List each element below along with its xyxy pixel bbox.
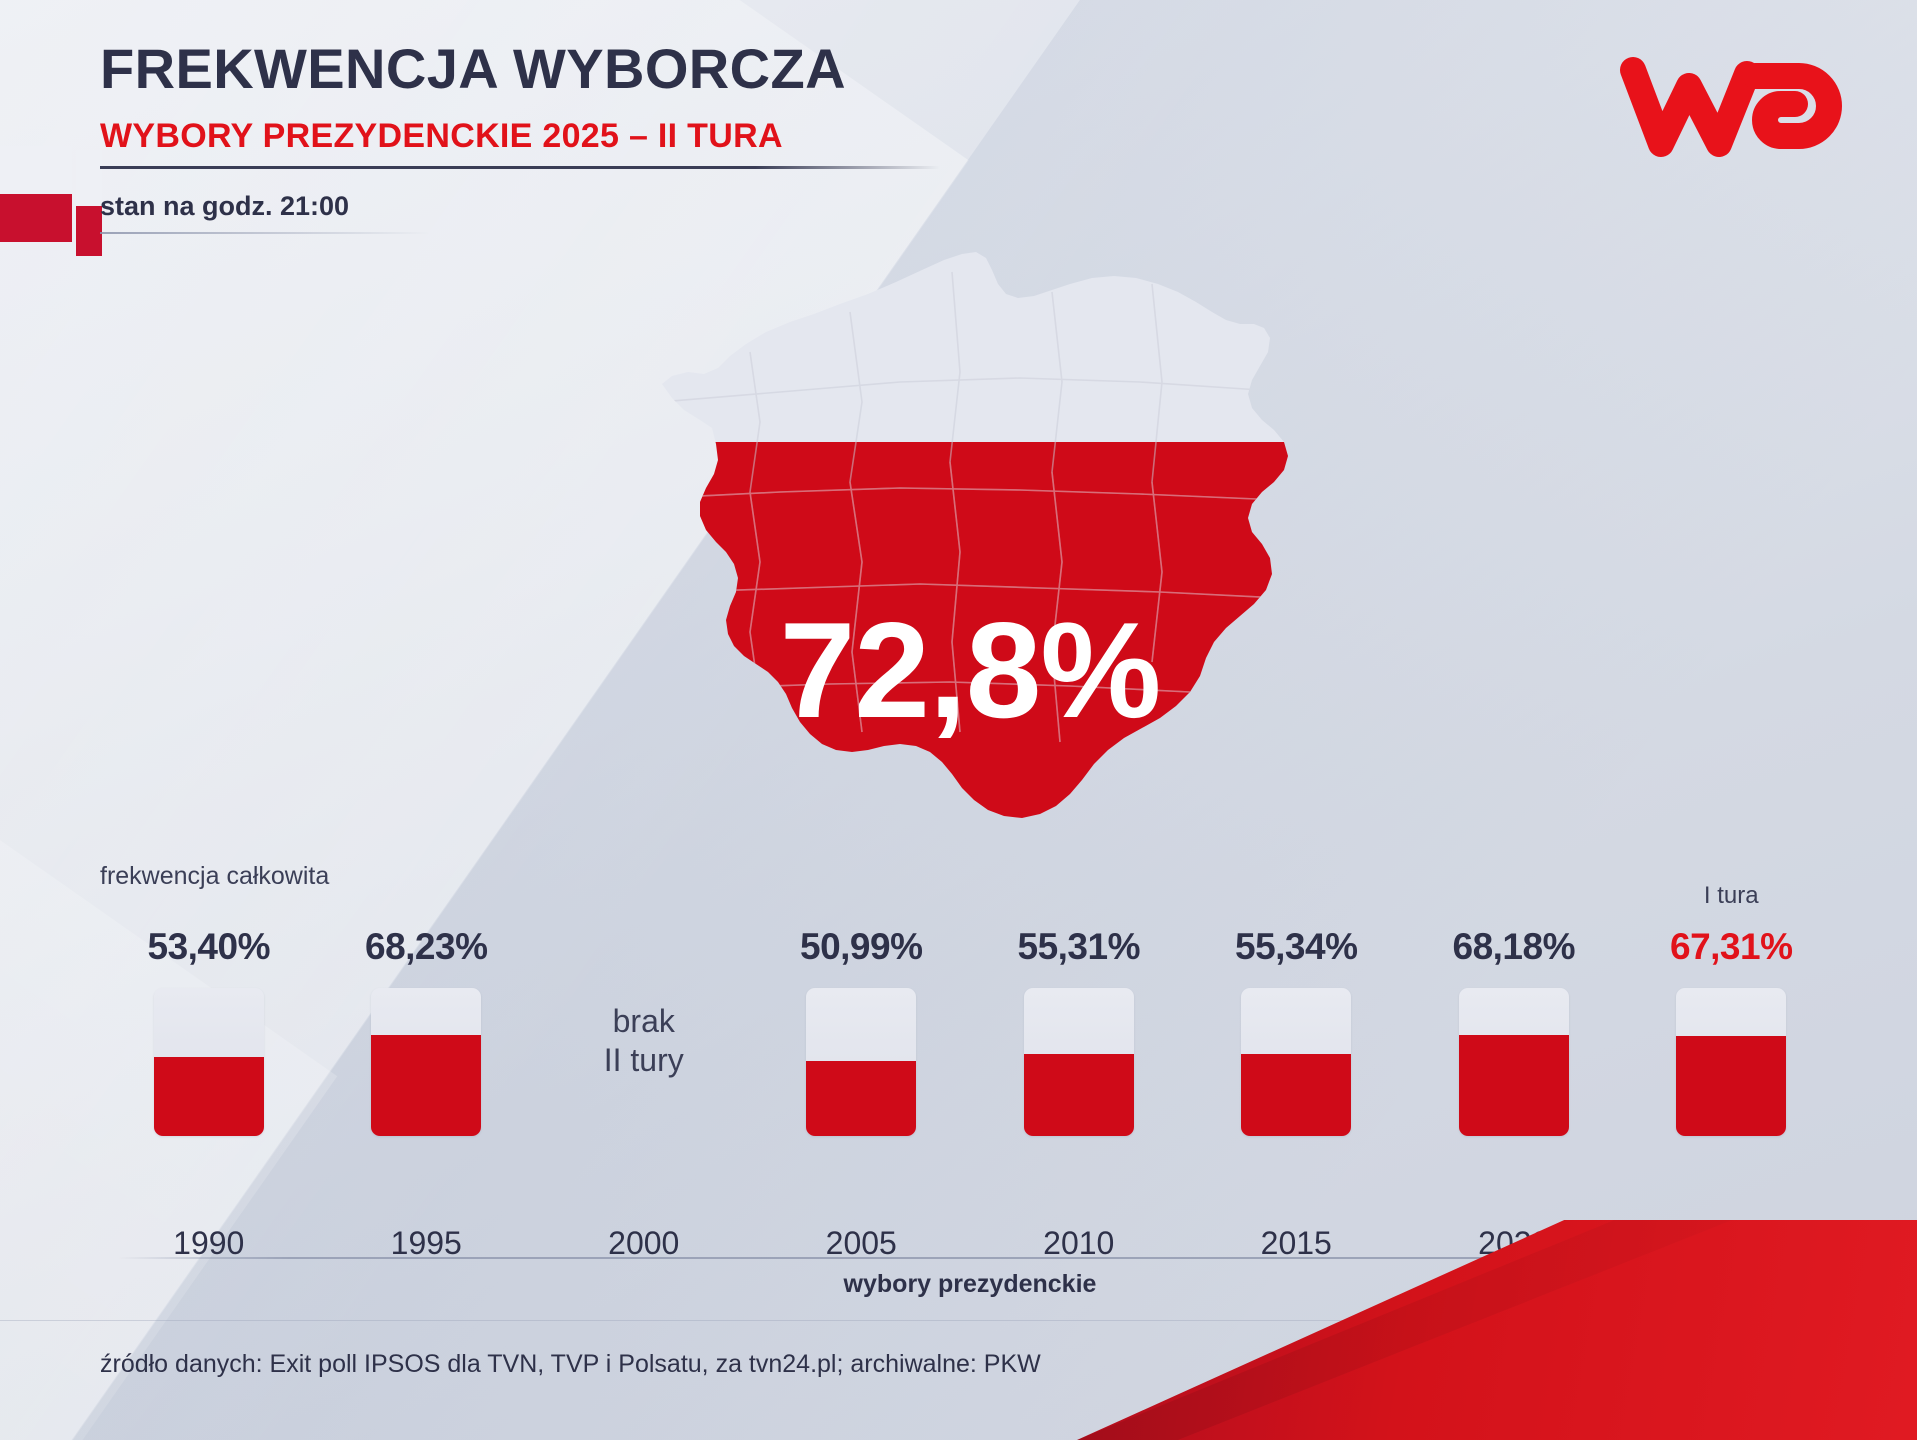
turnout-bar-chart: frekwencja całkowita 53,40% 1990 68,23% … — [100, 862, 1841, 1298]
column-percent: 67,31% — [1670, 926, 1793, 967]
bar-column-2025: I tura 67,31% 2025 — [1623, 882, 1841, 1261]
source-note: źródło danych: Exit poll IPSOS dla TVN, … — [100, 1350, 1041, 1378]
timestamp-block: stan na godz. 21:00 — [100, 169, 1280, 234]
bar-track — [1458, 988, 1569, 1136]
bar-fill — [1023, 1054, 1134, 1136]
polish-flag-icon — [0, 146, 102, 256]
bar-columns: 53,40% 1990 68,23% 1995 brak II tury — [100, 882, 1841, 1261]
bar-column-2005: 50,99% 2005 — [753, 910, 971, 1261]
timestamp-divider — [100, 231, 430, 234]
bar-column-2000: brak II tury 2000 — [535, 910, 753, 1261]
bar-track — [1241, 988, 1352, 1136]
column-percent: 55,34% — [1235, 926, 1358, 967]
page-title: FREKWENCJA WYBORCZA — [100, 37, 846, 100]
column-percent: 50,99% — [800, 926, 923, 967]
column-year: 1995 — [390, 1225, 462, 1261]
bar-column-2015: 55,34% 2015 — [1188, 910, 1406, 1261]
bar-fill — [371, 1035, 482, 1136]
timestamp: stan na godz. 21:00 — [100, 190, 350, 221]
bar-track — [806, 988, 917, 1136]
bar-fill — [806, 1060, 917, 1136]
subtitle-divider — [100, 165, 940, 169]
map-flag-fill — [662, 252, 1288, 818]
wp-logo-icon — [1615, 48, 1855, 168]
subtitle: WYBORY PREZYDENCKIE 2025 – II TURA — [100, 116, 783, 155]
bar-track — [153, 988, 264, 1136]
no-data-line-1: brak — [612, 1003, 675, 1039]
no-data-note: brak II tury — [535, 1002, 753, 1080]
no-data-line-2: II tury — [603, 1042, 684, 1079]
column-year: 1990 — [173, 1225, 245, 1261]
flag-red-stripe-small — [76, 206, 102, 256]
column-percent: 53,40% — [147, 926, 271, 967]
bar-track — [1023, 988, 1134, 1136]
flag-white-stripe — [0, 146, 72, 194]
column-percent: 68,18% — [1452, 926, 1576, 967]
flag-red-stripe — [0, 194, 72, 242]
bar-track — [371, 988, 482, 1136]
bar-track — [1676, 988, 1787, 1136]
chart-caption: frekwencja całkowita — [100, 862, 330, 890]
column-percent: 68,23% — [365, 926, 488, 967]
bar-column-1995: 68,23% 1995 — [318, 910, 536, 1261]
footer-divider — [0, 1320, 1500, 1321]
subtitle-block: WYBORY PREZYDENCKIE 2025 – II TURA — [100, 99, 1280, 169]
bar-column-1990: 53,40% 1990 — [100, 910, 318, 1261]
axis-divider — [118, 1257, 1818, 1259]
bar-fill — [1676, 1036, 1787, 1136]
column-year: 2005 — [825, 1225, 897, 1261]
first-round-label: I tura — [1703, 882, 1759, 909]
flag-white-stripe-small — [76, 150, 102, 206]
header: FREKWENCJA WYBORCZA WYBORY PREZYDENCKIE … — [100, 37, 1280, 234]
column-year: 2000 — [608, 1225, 680, 1261]
bar-column-2020: 68,18% 2020 — [1405, 910, 1623, 1261]
axis-label: wybory prezydenckie — [843, 1270, 1097, 1298]
bar-column-2010: 55,31% 2010 — [970, 910, 1188, 1261]
column-percent: 55,31% — [1017, 926, 1141, 967]
bar-fill — [1241, 1054, 1352, 1136]
bar-fill — [1458, 1035, 1569, 1136]
voivodeship-borders — [662, 271, 1281, 743]
bar-fill — [153, 1056, 264, 1136]
poland-map: 72,8% — [600, 232, 1340, 882]
